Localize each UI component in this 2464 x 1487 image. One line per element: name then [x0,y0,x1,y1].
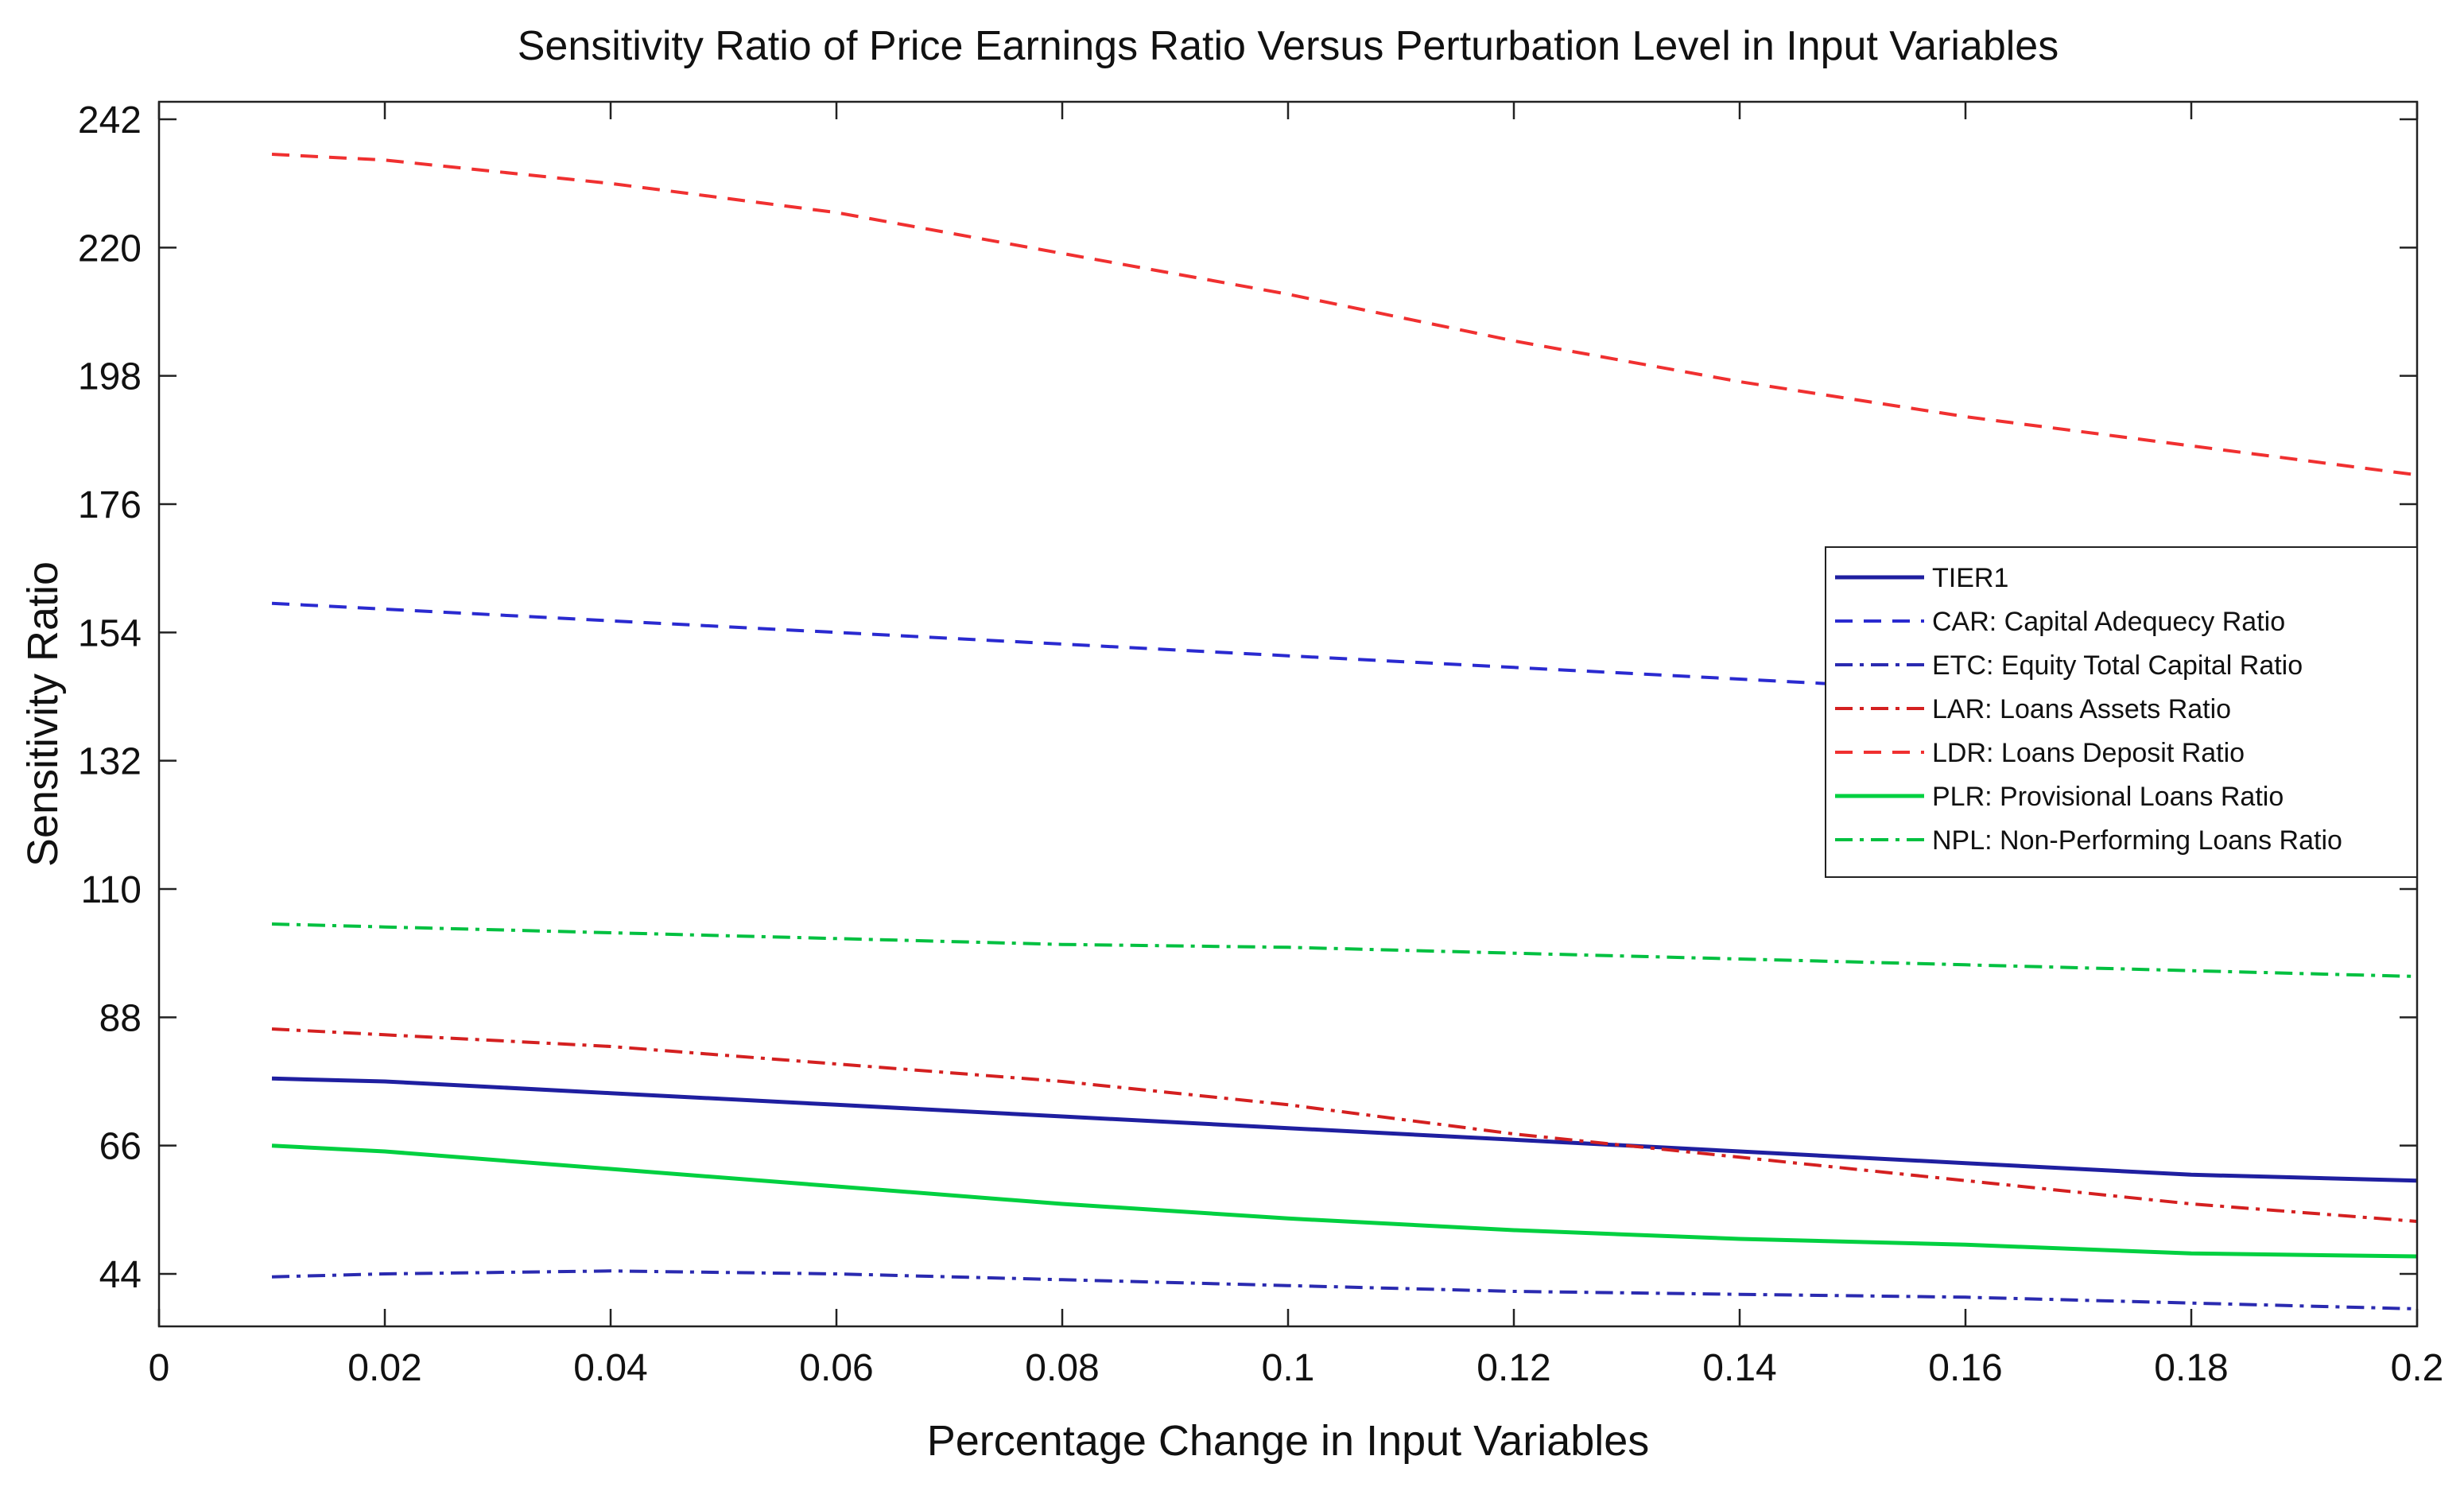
series-line-7 [271,922,2418,978]
legend-box [1825,546,2418,878]
legend: TIER1 CAR: Capital Adequecy Ratio ETC: Equ… [1825,546,2418,878]
x-tick-label: 0.1 [1262,1347,1315,1389]
x-tick-label: 0.18 [2154,1347,2228,1389]
series-line-2 [271,601,2418,716]
axis-ticks: 0 0.02 0.04 0.06 0.08 0.1 0.12 0.14 0.16 0.18 0.2 4… [78,99,2443,1389]
x-tick-label: 0.12 [1476,1347,1550,1389]
y-tick-label: 176 [78,484,142,526]
legend-label: ETC: Equity Total Capital Ratio [1932,650,2303,681]
x-tick-label: 0.2 [2391,1347,2444,1389]
x-tick-label: 0.04 [573,1347,647,1389]
series-line-4 [271,1027,2418,1223]
y-tick-label: 44 [99,1254,142,1296]
legend-label: TIER1 [1932,563,2008,593]
y-tick-label: 110 [80,869,142,911]
x-tick-label: 0.06 [799,1347,873,1389]
legend-label: LAR: Loans Assets Ratio [1932,694,2231,724]
y-tick-label: 198 [78,356,142,398]
x-tick-label: 0.16 [1928,1347,2002,1389]
series-line-1 [271,1076,2418,1183]
chart-title: Sensitivity Ratio of Price Earnings Rati… [518,23,2059,69]
series-line-6 [271,1143,2418,1259]
x-tick-label: 0 [149,1347,170,1389]
legend-label: PLR: Provisional Loans Ratio [1932,782,2284,812]
x-tick-label: 0.02 [347,1347,421,1389]
x-tick-label: 0.08 [1025,1347,1099,1389]
y-tick-label: 66 [99,1126,142,1168]
legend-label: NPL: Non-Performing Loans Ratio [1932,825,2342,856]
x-tick-label: 0.14 [1702,1347,1776,1389]
y-tick-label: 154 [78,612,142,654]
series-line-5 [271,153,2418,477]
y-tick-label: 220 [78,227,142,270]
x-axis-title: Percentage Change in Input Variables [927,1417,1650,1465]
y-axis-title: Sensitivity Ratio [19,561,67,867]
y-tick-label: 242 [78,99,142,142]
series-line-3 [271,1269,2418,1310]
series-lines [271,153,2418,1310]
y-tick-label: 132 [78,741,142,783]
legend-label: LDR: Loans Deposit Ratio [1932,738,2245,768]
y-tick-label: 88 [99,997,142,1039]
legend-label: CAR: Capital Adequecy Ratio [1932,607,2285,637]
